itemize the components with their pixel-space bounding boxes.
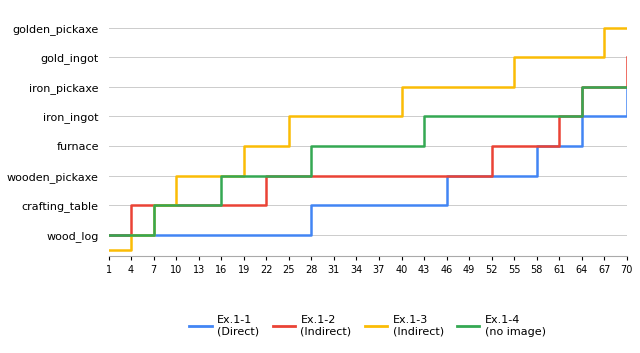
Legend: Ex.1-1
(Direct), Ex.1-2
(Indirect), Ex.1-3
(Indirect), Ex.1-4
(no image): Ex.1-1 (Direct), Ex.1-2 (Indirect), Ex.1… xyxy=(185,311,550,341)
